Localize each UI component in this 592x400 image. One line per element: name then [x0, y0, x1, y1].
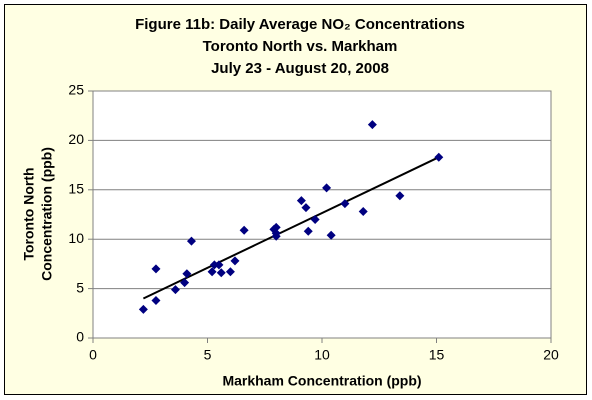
point	[209, 260, 219, 270]
point	[358, 207, 368, 217]
point	[434, 152, 444, 162]
chart-subtitle: July 23 - August 20, 2008	[211, 60, 389, 77]
point	[301, 203, 311, 213]
point	[151, 295, 161, 305]
x-tick-label: 10	[314, 347, 330, 363]
point	[225, 267, 235, 277]
chart-subtitle: Toronto North vs. Markham	[203, 38, 398, 55]
point	[303, 226, 313, 236]
point	[326, 230, 336, 240]
point	[310, 214, 320, 224]
y-tick-label: 20	[68, 131, 84, 147]
point	[186, 236, 196, 246]
point	[296, 196, 306, 206]
x-axis-label: Markham Concentration (ppb)	[222, 373, 421, 389]
point	[216, 268, 226, 278]
y-tick-label: 10	[68, 230, 84, 246]
point	[271, 231, 281, 241]
plot-area	[92, 90, 552, 339]
y-tick-label: 15	[68, 181, 84, 197]
point	[214, 260, 224, 270]
y-tick-label: 5	[76, 279, 84, 295]
x-tick-label: 15	[429, 347, 445, 363]
chart-title: Figure 11b: Daily Average NO₂ Concentrat…	[135, 16, 465, 33]
x-tick-label: 5	[204, 347, 212, 363]
point	[151, 264, 161, 274]
y-tick-label: 0	[76, 329, 84, 345]
x-tick-label: 20	[543, 347, 559, 363]
point	[170, 285, 180, 295]
point	[322, 183, 332, 193]
point	[230, 256, 240, 266]
point	[180, 278, 190, 288]
y-axis-label: Toronto North	[21, 167, 37, 260]
point	[367, 120, 377, 130]
trend-line	[142, 156, 440, 300]
y-tick-label: 25	[68, 82, 84, 98]
point	[207, 267, 217, 277]
point	[239, 225, 249, 235]
x-tick-label: 0	[89, 347, 97, 363]
y-axis-label: Concentration (ppb)	[39, 147, 55, 281]
point	[340, 199, 350, 209]
point	[271, 222, 281, 232]
point	[395, 191, 405, 201]
point	[182, 269, 192, 279]
point	[138, 304, 148, 314]
